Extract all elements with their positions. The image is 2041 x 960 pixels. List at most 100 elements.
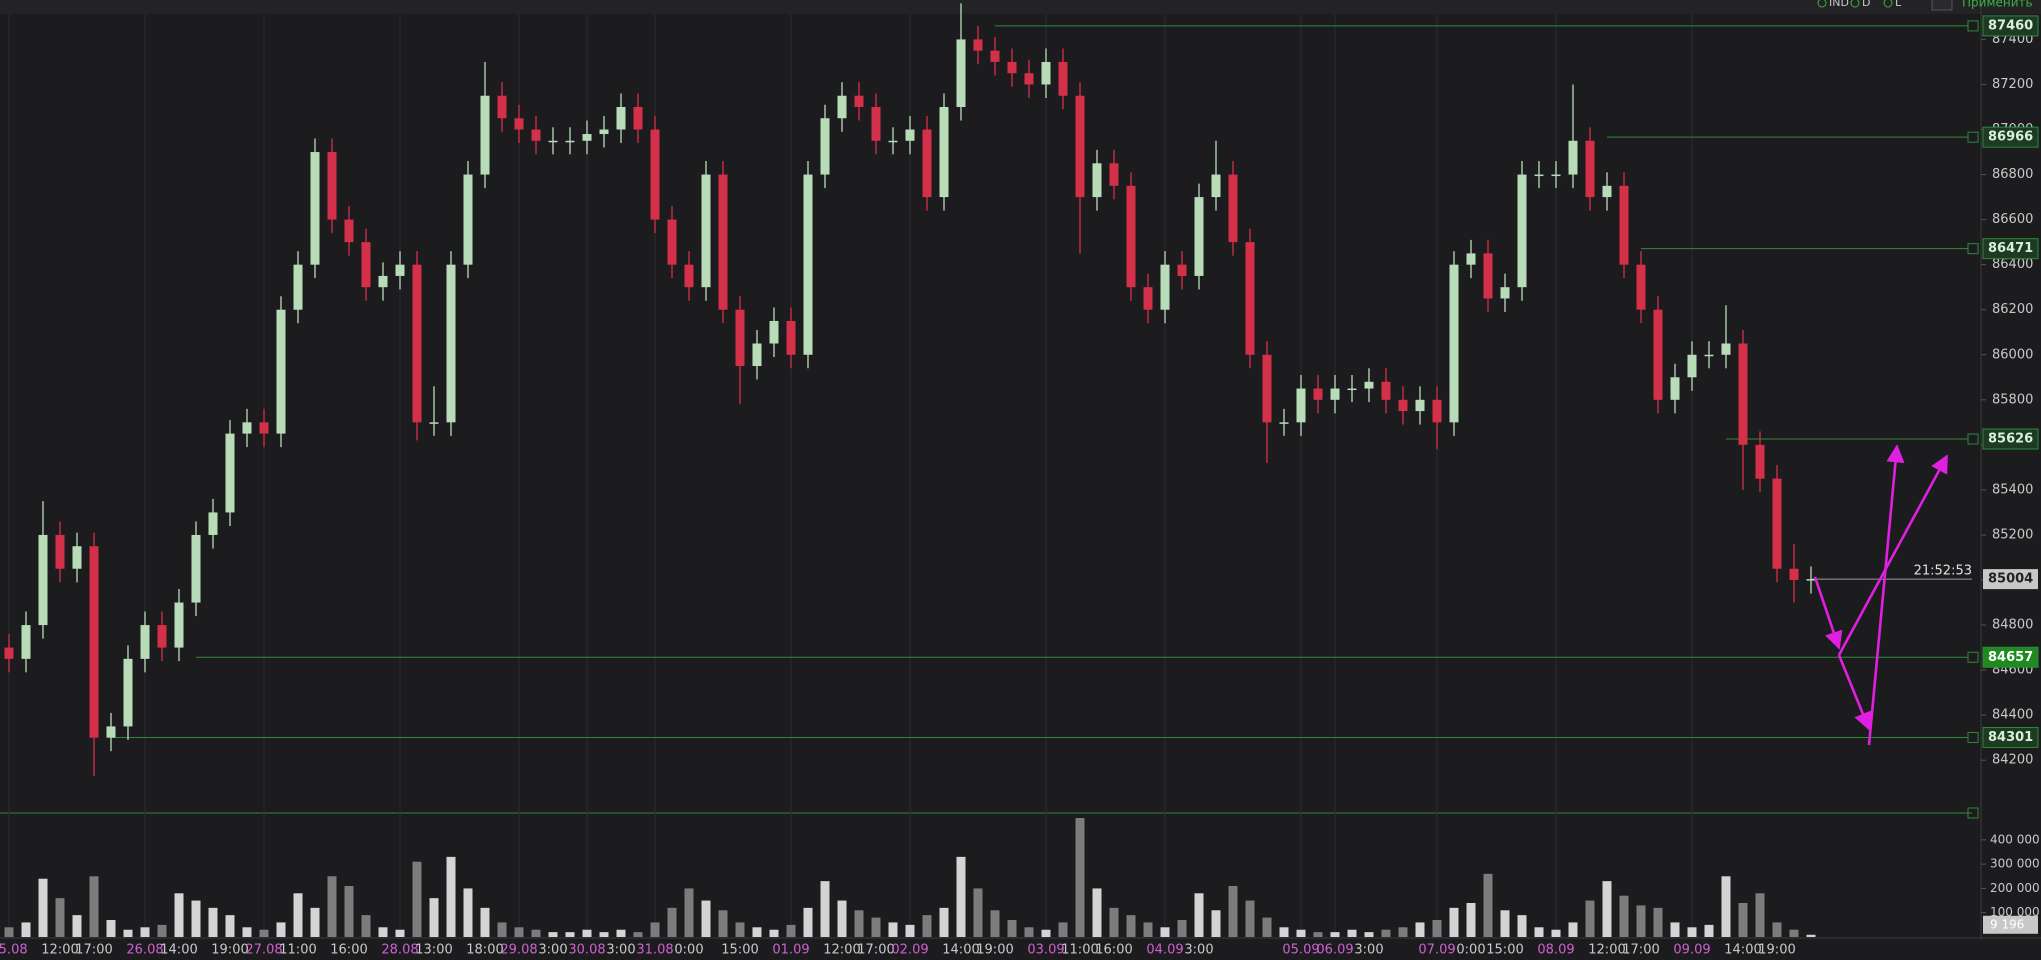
candle-body — [191, 534, 201, 603]
volume-bar — [242, 927, 252, 937]
volume-bar — [531, 929, 541, 937]
volume-bar — [1228, 886, 1238, 937]
volume-bar — [1466, 903, 1476, 937]
level-close-box[interactable] — [1967, 131, 1979, 143]
x-tick-label: 08.09 — [1537, 943, 1574, 958]
current-price-tag — [1983, 569, 2038, 590]
candle-body — [905, 129, 915, 141]
candle-body — [1653, 309, 1663, 400]
level-tag-label: 84657 — [1988, 650, 2033, 665]
x-tick-label: 11:00 — [279, 943, 316, 958]
candle-body — [973, 39, 983, 51]
candle-body — [1194, 197, 1204, 276]
x-tick-label: 17:00 — [857, 943, 894, 958]
toolbar-dot[interactable] — [1850, 0, 1860, 8]
x-tick-label: 3:00 — [606, 943, 635, 958]
volume-bar — [1177, 920, 1187, 937]
volume-bar — [769, 929, 779, 937]
edit-button[interactable] — [1931, 0, 1953, 11]
volume-bar — [1585, 900, 1595, 937]
x-tick-label: 15:00 — [721, 943, 758, 958]
candle-body — [1024, 73, 1034, 85]
volume-bar — [72, 915, 82, 937]
candle-body — [1092, 163, 1102, 198]
candle-body — [1364, 381, 1374, 389]
volume-bar — [667, 907, 677, 937]
volume-bar — [157, 924, 167, 937]
x-tick-label: 12:00 — [1588, 943, 1625, 958]
candle-body — [1075, 95, 1085, 198]
level-tag-label: 86471 — [1988, 241, 2033, 256]
volume-bar — [599, 932, 609, 937]
candle-body — [463, 174, 473, 265]
toolbar-dot[interactable] — [1817, 0, 1827, 8]
candle-body — [1585, 140, 1595, 198]
toolbar-dot[interactable] — [1883, 0, 1893, 8]
candle-body — [548, 140, 558, 143]
arrow — [1867, 444, 1905, 746]
candle-body — [208, 512, 218, 535]
candle-body — [582, 134, 592, 141]
volume-bar — [582, 929, 592, 937]
pane-close-box[interactable] — [1967, 807, 1979, 819]
volume-bar — [1262, 917, 1272, 937]
x-tick-label: 3:00 — [1184, 943, 1213, 958]
volume-bar — [990, 910, 1000, 937]
level-close-box[interactable] — [1967, 433, 1979, 445]
toolbar-item[interactable]: IND — [1829, 0, 1849, 9]
level-close-box[interactable] — [1967, 651, 1979, 663]
volume-bar — [1041, 929, 1051, 937]
toolbar-item[interactable]: D — [1862, 0, 1870, 9]
volume-bar — [939, 907, 949, 937]
candle-body — [1432, 399, 1442, 423]
candle-body — [1058, 61, 1068, 96]
volume-tick-label: 400 000 — [1990, 832, 2040, 846]
volume-bar — [123, 929, 133, 937]
volume-bar — [1058, 922, 1068, 937]
candle-body — [1670, 377, 1680, 400]
level-close-box[interactable] — [1967, 243, 1979, 255]
candle-body — [1534, 174, 1544, 177]
volume-bar — [973, 888, 983, 937]
volume-bar — [650, 922, 660, 937]
x-tick-label: 16:00 — [1095, 943, 1132, 958]
volume-bar — [1568, 922, 1578, 937]
apply-button[interactable]: Применить — [1962, 0, 2033, 10]
candle-body — [1143, 287, 1153, 310]
level-tag — [1982, 126, 2039, 148]
candle-body — [1279, 422, 1289, 424]
candle-body — [531, 129, 541, 141]
candle-body — [378, 275, 388, 288]
volume-bar — [1398, 927, 1408, 937]
candle-body — [1551, 174, 1561, 177]
candle-body — [72, 546, 82, 569]
level-close-box[interactable] — [1967, 731, 1979, 743]
volume-bar — [514, 927, 524, 937]
volume-bar — [21, 922, 31, 937]
x-tick-label: 28.08 — [381, 943, 418, 958]
candle-body — [1789, 568, 1799, 581]
candle-body — [1500, 287, 1510, 299]
x-tick-label: 04.09 — [1146, 943, 1183, 958]
volume-bar — [463, 888, 473, 937]
x-tick-label: 02.09 — [891, 943, 928, 958]
candle-body — [327, 152, 337, 220]
candle-body — [701, 174, 711, 288]
arrow — [1837, 654, 1872, 731]
level-close-box[interactable] — [1967, 20, 1979, 32]
candle-body — [1806, 579, 1816, 581]
forecast-arrows — [1813, 444, 1949, 746]
volume-bar — [565, 932, 575, 937]
candle-body — [650, 129, 660, 220]
volume-bar — [208, 907, 218, 937]
volume-bar — [38, 878, 48, 937]
volume-bar — [1721, 876, 1731, 937]
candle-body — [497, 95, 507, 119]
y-tick-label: 84400 — [1992, 708, 2033, 723]
candle-body — [1483, 253, 1493, 299]
candle-body — [123, 658, 133, 727]
toolbar-item[interactable]: L — [1895, 0, 1902, 9]
y-tick-label: 87200 — [1992, 77, 2033, 92]
candle-body — [1772, 478, 1782, 569]
volume-bar — [905, 924, 915, 937]
